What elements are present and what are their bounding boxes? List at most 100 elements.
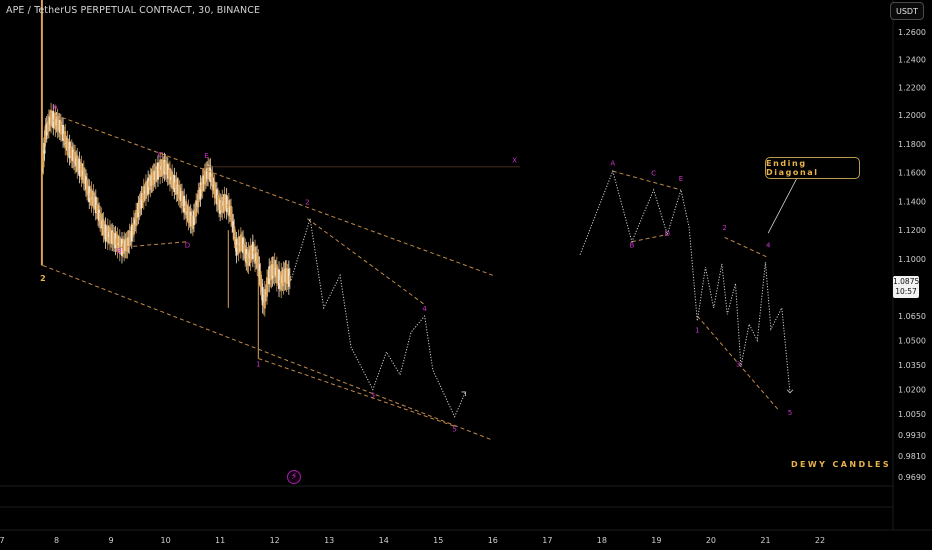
candle [158, 169, 161, 171]
candle [129, 233, 132, 239]
y-tick-label: 1.0500 [898, 337, 926, 346]
wave-label: X [512, 157, 517, 165]
candle [245, 249, 248, 263]
x-axis[interactable]: 7 8 9 10 11 12 13 14 15 16 17 18 19 20 21 22 [0, 536, 825, 545]
candle [62, 124, 65, 141]
wave-label: 2 [305, 198, 309, 206]
candle [222, 201, 225, 207]
candle [136, 209, 139, 219]
candle [146, 187, 149, 189]
candle [75, 157, 78, 166]
wave-label: A [53, 103, 58, 111]
candle [176, 184, 179, 194]
candle [82, 167, 85, 184]
y-axis[interactable]: 1.2600 1.2400 1.2200 1.2000 1.1800 1.1600 1.14… [898, 28, 926, 482]
candle [260, 283, 263, 293]
candle [173, 175, 176, 193]
candle [59, 121, 62, 135]
candle [234, 236, 237, 245]
candle [99, 212, 102, 225]
currency-button[interactable]: USDT [890, 2, 924, 20]
candle [115, 238, 118, 245]
trendline [42, 265, 493, 441]
y-tick-label: 0.9810 [898, 452, 926, 461]
candle [175, 179, 178, 195]
candle [117, 242, 120, 246]
ending-diagonal-callout[interactable]: Ending Diagonal [765, 157, 860, 179]
candle [140, 193, 143, 208]
candle [282, 269, 285, 287]
candle [72, 151, 75, 163]
candle [281, 275, 284, 284]
candle [110, 231, 113, 241]
candle [52, 111, 55, 129]
candle [150, 175, 153, 186]
callout-pointer [767, 177, 805, 234]
candle [130, 224, 133, 242]
candle [161, 159, 164, 176]
candle [92, 191, 95, 209]
candle [63, 133, 66, 139]
candle [275, 264, 278, 284]
y-tick-label: 0.9690 [898, 473, 926, 482]
candle [153, 170, 156, 181]
candle [147, 177, 150, 195]
candle [119, 245, 122, 248]
candle [218, 197, 221, 210]
candle [284, 268, 287, 283]
candle [184, 206, 187, 208]
candle [220, 201, 223, 211]
candle [237, 236, 240, 254]
y-tick-label: 1.2600 [898, 28, 926, 37]
candle [111, 230, 114, 244]
candle [98, 209, 101, 221]
y-tick-label: 1.0200 [898, 386, 926, 395]
y-tick-label: 1.0650 [898, 312, 926, 321]
candle [219, 200, 222, 214]
y-tick-label: 1.1200 [898, 226, 926, 235]
candle [166, 164, 169, 179]
trendline [258, 357, 455, 427]
candle [212, 184, 215, 187]
y-tick-label: 1.1600 [898, 169, 926, 178]
candle [116, 234, 119, 252]
candle [203, 170, 206, 185]
candle [225, 195, 228, 213]
candle [152, 170, 155, 184]
candle [210, 176, 213, 179]
candle [60, 124, 63, 134]
x-tick-label: 21 [760, 536, 770, 545]
candle [244, 245, 247, 259]
x-tick-label: 20 [706, 536, 716, 545]
candle [123, 238, 126, 254]
candle [106, 225, 109, 243]
candle [240, 238, 243, 245]
wave-label: 4 [766, 241, 771, 249]
candle [261, 286, 264, 306]
lightning-icon[interactable]: ⚡ [287, 470, 301, 484]
wave-label: 5 [452, 426, 456, 434]
candle [278, 269, 281, 289]
candle [230, 205, 233, 220]
candle [167, 169, 170, 178]
candle [233, 226, 236, 241]
candle [46, 121, 49, 132]
candle [238, 243, 241, 245]
candle [137, 203, 140, 218]
candle [68, 142, 71, 159]
candle [151, 172, 154, 186]
candle [224, 201, 227, 203]
candle [192, 211, 195, 226]
candle [127, 237, 130, 247]
candle [215, 189, 218, 205]
wave-label: 2 [40, 274, 46, 283]
wave-label: E [204, 152, 208, 160]
candle [235, 239, 238, 256]
candle [42, 150, 45, 168]
candle [71, 149, 74, 162]
candle [252, 251, 255, 255]
wave-label: 5 [788, 409, 792, 417]
candle [156, 162, 159, 180]
candle [231, 213, 234, 226]
